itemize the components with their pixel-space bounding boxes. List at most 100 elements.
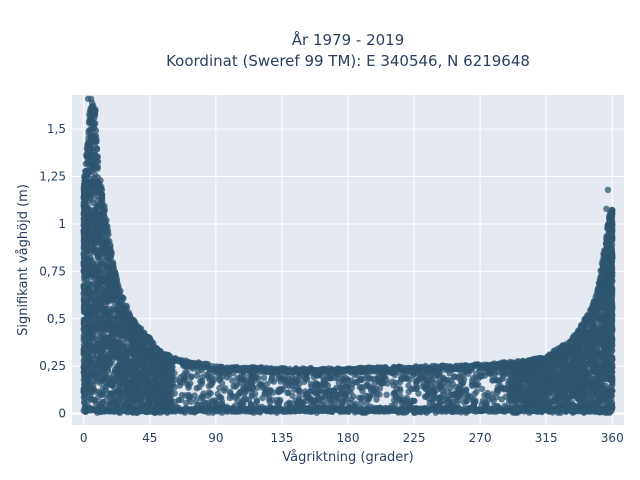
data-point bbox=[92, 307, 99, 315]
data-point bbox=[136, 350, 143, 358]
data-point bbox=[176, 378, 183, 385]
data-point bbox=[229, 377, 236, 384]
data-point bbox=[604, 291, 611, 299]
data-point bbox=[92, 211, 100, 219]
data-point bbox=[361, 383, 368, 390]
data-point bbox=[94, 288, 101, 295]
data-point bbox=[205, 382, 213, 390]
data-point bbox=[234, 397, 241, 404]
data-point bbox=[198, 393, 206, 400]
data-point bbox=[205, 371, 213, 378]
data-point bbox=[341, 373, 349, 381]
data-point bbox=[81, 366, 88, 373]
data-point bbox=[248, 391, 255, 398]
data-point bbox=[80, 316, 88, 323]
data-point bbox=[216, 385, 223, 392]
data-point bbox=[376, 385, 384, 392]
data-point bbox=[101, 344, 108, 351]
data-point bbox=[348, 377, 355, 384]
data-point bbox=[371, 380, 378, 387]
data-point bbox=[83, 276, 90, 284]
data-point bbox=[91, 274, 98, 281]
data-point bbox=[205, 389, 213, 396]
data-point bbox=[609, 347, 616, 354]
data-point bbox=[517, 387, 525, 394]
data-point bbox=[535, 391, 542, 399]
scatter-points bbox=[80, 95, 616, 416]
data-point bbox=[82, 189, 90, 196]
data-point bbox=[167, 395, 174, 403]
data-point bbox=[601, 354, 608, 361]
data-point bbox=[609, 361, 616, 368]
data-point bbox=[342, 391, 350, 399]
data-point bbox=[136, 400, 143, 408]
data-point bbox=[137, 345, 144, 352]
data-point bbox=[454, 374, 462, 381]
data-point bbox=[116, 399, 124, 406]
data-point bbox=[88, 289, 96, 296]
data-point bbox=[592, 310, 600, 317]
data-point bbox=[212, 398, 219, 405]
data-point bbox=[410, 397, 417, 405]
data-point bbox=[102, 379, 110, 386]
data-point bbox=[503, 369, 510, 377]
data-point bbox=[153, 386, 161, 393]
data-point bbox=[103, 326, 110, 333]
data-point bbox=[132, 344, 139, 352]
data-point bbox=[244, 386, 251, 393]
data-point bbox=[607, 388, 614, 395]
data-point bbox=[408, 385, 415, 393]
data-point bbox=[602, 382, 609, 390]
data-point bbox=[91, 218, 99, 225]
data-point bbox=[151, 370, 158, 377]
data-point bbox=[546, 374, 553, 381]
data-point bbox=[105, 281, 113, 288]
data-point bbox=[113, 363, 121, 370]
data-point bbox=[607, 340, 614, 347]
data-point bbox=[81, 283, 88, 291]
data-point bbox=[600, 285, 607, 292]
data-point bbox=[433, 372, 440, 379]
data-point bbox=[178, 391, 186, 399]
data-point bbox=[464, 392, 471, 399]
data-point bbox=[488, 371, 495, 378]
data-point bbox=[266, 398, 274, 406]
data-point bbox=[333, 394, 340, 401]
data-point bbox=[376, 391, 383, 398]
data-point bbox=[425, 395, 432, 402]
data-point bbox=[497, 384, 504, 391]
data-point bbox=[607, 269, 614, 276]
data-point bbox=[422, 385, 429, 392]
data-point bbox=[283, 379, 290, 386]
data-point bbox=[477, 373, 484, 380]
data-point bbox=[124, 344, 131, 351]
data-point bbox=[533, 383, 540, 390]
data-point bbox=[530, 374, 538, 381]
data-point bbox=[91, 174, 98, 182]
data-point bbox=[316, 381, 323, 389]
data-point bbox=[358, 394, 366, 401]
data-point bbox=[431, 391, 438, 399]
data-point bbox=[593, 399, 601, 406]
data-point bbox=[222, 385, 229, 392]
data-point bbox=[114, 335, 121, 342]
data-point bbox=[101, 335, 108, 343]
data-point bbox=[85, 130, 92, 138]
data-point bbox=[505, 377, 512, 385]
data-point bbox=[95, 388, 102, 395]
data-point bbox=[171, 369, 178, 377]
data-point bbox=[90, 133, 97, 141]
data-point bbox=[400, 372, 407, 380]
data-point bbox=[575, 351, 583, 359]
data-point bbox=[469, 374, 476, 382]
data-point bbox=[568, 362, 576, 369]
data-point bbox=[296, 393, 303, 400]
data-point bbox=[91, 112, 99, 119]
data-point bbox=[550, 381, 558, 388]
data-point bbox=[148, 388, 156, 395]
data-point bbox=[82, 228, 89, 235]
data-point bbox=[501, 385, 509, 392]
data-point bbox=[263, 380, 271, 388]
data-point bbox=[115, 341, 123, 349]
